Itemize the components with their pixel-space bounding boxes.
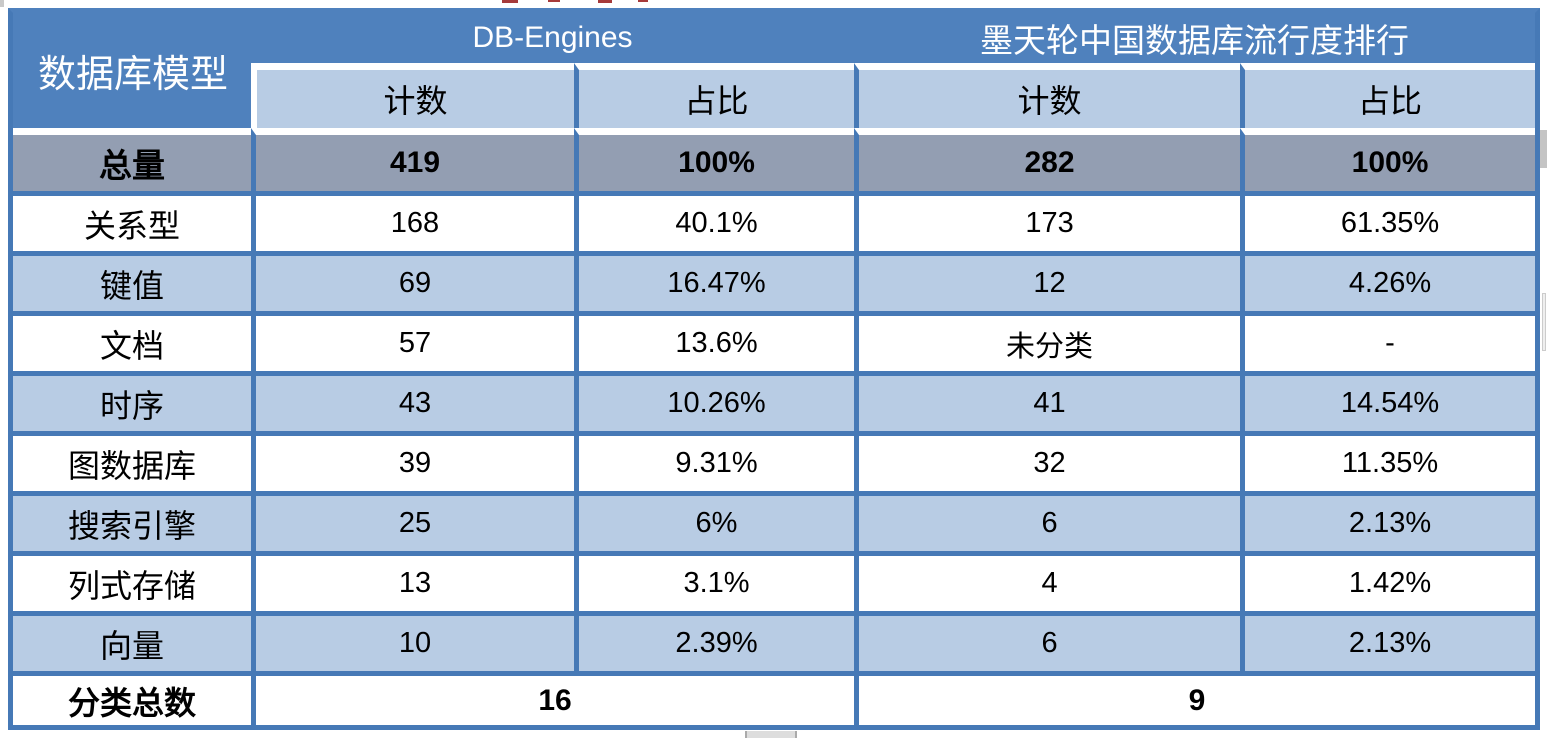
corner-crop-artifact [0,0,4,7]
table-row: 图数据库 39 9.31% 32 11.35% [13,431,1536,491]
db-count-cell: 43 [251,371,574,431]
db-count-cell: 57 [251,311,574,371]
corner-cell-bottom [13,63,251,128]
corner-cell-top [13,13,251,63]
row-label: 关系型 [13,191,251,251]
row-label: 总量 [13,128,251,191]
mtl-pct-cell: 11.35% [1240,431,1536,491]
db-total-cell: 16 [251,671,855,725]
db-pct-cell: 16.47% [574,251,855,311]
mtl-count-cell: 41 [854,371,1241,431]
subheader-mtl-pct: 占比 [1240,63,1536,128]
mtl-pct-cell: 61.35% [1240,191,1536,251]
row-label: 向量 [13,611,251,671]
table-row: 列式存储 13 3.1% 4 1.42% [13,551,1536,611]
database-model-comparison-table: DB-Engines 墨天轮中国数据库流行度排行 计数 占比 计数 占比 总量 … [8,8,1541,730]
mtl-count-cell: 未分类 [854,311,1241,371]
mtl-pct-cell: 4.26% [1240,251,1536,311]
db-count-cell: 39 [251,431,574,491]
table-row: 搜索引擎 25 6% 6 2.13% [13,491,1536,551]
mtl-pct-cell: 14.54% [1240,371,1536,431]
cropped-text-artifact [638,0,648,2]
group-header-db-engines: DB-Engines [251,13,855,63]
sub-header-row: 计数 占比 计数 占比 [13,63,1536,128]
db-count-cell: 168 [251,191,574,251]
db-pct-cell: 9.31% [574,431,855,491]
table-row: 时序 43 10.26% 41 14.54% [13,371,1536,431]
row-label: 图数据库 [13,431,251,491]
subheader-db-pct: 占比 [574,63,855,128]
mtl-count-cell: 12 [854,251,1241,311]
row-label: 键值 [13,251,251,311]
right-edge-artifact [1540,130,1547,168]
mtl-count-cell: 6 [854,491,1241,551]
row-label: 列式存储 [13,551,251,611]
table-row: 向量 10 2.39% 6 2.13% [13,611,1536,671]
table-row: 关系型 168 40.1% 173 61.35% [13,191,1536,251]
mtl-count-cell: 32 [854,431,1241,491]
group-header-row: DB-Engines 墨天轮中国数据库流行度排行 [13,13,1536,63]
mtl-pct-cell: 1.42% [1240,551,1536,611]
mtl-count-cell: 4 [854,551,1241,611]
db-pct-cell: 40.1% [574,191,855,251]
mtl-pct-cell: 2.13% [1240,491,1536,551]
db-pct-cell: 2.39% [574,611,855,671]
mtl-count-cell: 6 [854,611,1241,671]
db-pct-cell: 10.26% [574,371,855,431]
db-count-cell: 419 [251,128,574,191]
row-label: 文档 [13,311,251,371]
mtl-pct-cell: - [1240,311,1536,371]
mtl-total-cell: 9 [854,671,1536,725]
db-pct-cell: 13.6% [574,311,855,371]
table-row: 键值 69 16.47% 12 4.26% [13,251,1536,311]
mtl-count-cell: 282 [854,128,1241,191]
table-row: 文档 57 13.6% 未分类 - [13,311,1536,371]
db-pct-cell: 100% [574,128,855,191]
group-header-motianlun: 墨天轮中国数据库流行度排行 [854,13,1536,63]
db-count-cell: 69 [251,251,574,311]
row-label: 分类总数 [13,671,251,725]
cropped-text-artifact [548,0,560,2]
subheader-mtl-count: 计数 [854,63,1241,128]
row-label: 时序 [13,371,251,431]
mtl-pct-cell: 2.13% [1240,611,1536,671]
bottom-edge-artifact [745,731,797,738]
summary-row: 分类总数 16 9 [13,671,1536,725]
db-pct-cell: 3.1% [574,551,855,611]
mtl-count-cell: 173 [854,191,1241,251]
subheader-db-count: 计数 [251,63,574,128]
total-row: 总量 419 100% 282 100% [13,128,1536,191]
db-count-cell: 10 [251,611,574,671]
mtl-pct-cell: 100% [1240,128,1536,191]
db-count-cell: 25 [251,491,574,551]
db-count-cell: 13 [251,551,574,611]
right-edge-scrollbar-artifact [1542,293,1546,351]
row-label: 搜索引擎 [13,491,251,551]
cropped-text-artifact [598,0,612,3]
cropped-text-artifact [502,0,518,3]
db-pct-cell: 6% [574,491,855,551]
